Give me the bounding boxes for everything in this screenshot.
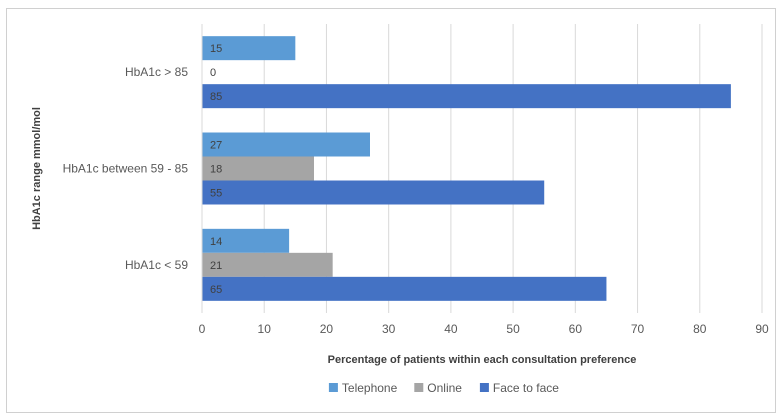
data-label-online-hba1c-between-59-85: 18 — [210, 164, 222, 176]
x-tick-label-60: 60 — [569, 322, 583, 336]
x-axis-title: Percentage of patients within each consu… — [328, 354, 637, 366]
x-tick-label-20: 20 — [320, 322, 334, 336]
bar-face-to-face-hba1c-85 — [202, 84, 731, 109]
y-category-label-hba1c-between-59-85: HbA1c between 59 - 85 — [63, 162, 189, 176]
x-tick-label-50: 50 — [506, 322, 520, 336]
legend-label-face-to-face: Face to face — [493, 381, 559, 395]
y-axis-title: HbA1c range mmol/mol — [31, 107, 43, 230]
x-tick-label-30: 30 — [382, 322, 396, 336]
legend-label-telephone: Telephone — [342, 381, 398, 395]
data-label-face-to-face-hba1c-between-59-85: 55 — [210, 188, 222, 200]
bar-face-to-face-hba1c-between-59-85 — [202, 180, 545, 205]
bar-telephone-hba1c-between-59-85 — [202, 132, 370, 157]
x-tick-label-40: 40 — [444, 322, 458, 336]
legend-swatch-face-to-face — [479, 383, 489, 392]
bar-face-to-face-hba1c-59 — [202, 276, 607, 301]
data-label-telephone-hba1c-between-59-85: 27 — [210, 140, 222, 152]
x-tick-label-10: 10 — [258, 322, 272, 336]
chart-frame — [6, 8, 776, 413]
x-tick-label-80: 80 — [693, 322, 707, 336]
y-category-label-hba1c-59: HbA1c < 59 — [125, 258, 188, 272]
y-category-label-hba1c-85: HbA1c > 85 — [125, 65, 188, 79]
bar-telephone-hba1c-59 — [202, 228, 290, 253]
data-label-telephone-hba1c-85: 15 — [210, 43, 222, 55]
data-label-telephone-hba1c-59: 14 — [210, 236, 222, 248]
data-label-face-to-face-hba1c-85: 85 — [210, 91, 222, 103]
bar-online-hba1c-59 — [202, 252, 333, 277]
legend-swatch-telephone — [328, 383, 338, 392]
x-tick-label-70: 70 — [631, 322, 645, 336]
data-label-online-hba1c-85: 0 — [210, 67, 216, 79]
legend-label-online: Online — [427, 381, 462, 395]
x-tick-label-0: 0 — [199, 322, 206, 336]
data-label-face-to-face-hba1c-59: 65 — [210, 284, 222, 296]
legend-swatch-online — [414, 383, 424, 392]
bar-telephone-hba1c-85 — [202, 36, 296, 61]
data-label-online-hba1c-59: 21 — [210, 260, 222, 272]
x-tick-label-90: 90 — [755, 322, 769, 336]
bar-online-hba1c-between-59-85 — [202, 156, 314, 181]
